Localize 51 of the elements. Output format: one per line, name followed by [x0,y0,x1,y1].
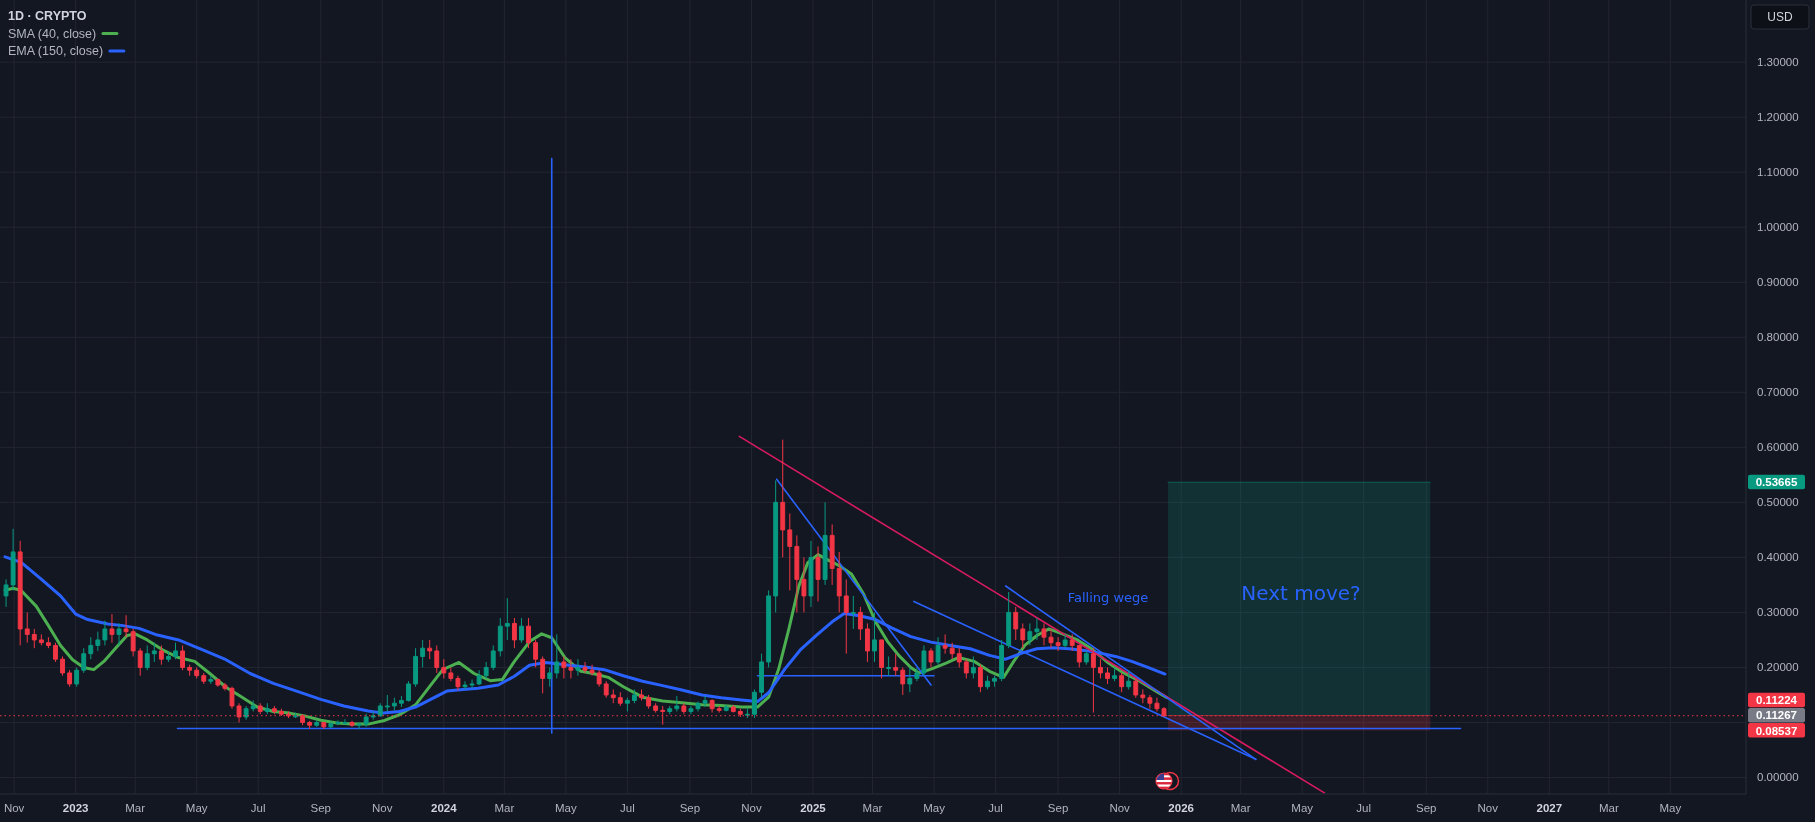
x-tick-label: Nov [1477,802,1499,814]
y-tick-label: 1.30000 [1757,56,1799,69]
x-tick-label: May [923,802,946,814]
x-tick-label: Jul [988,802,1003,814]
y-tick-label: 0.53665 [1755,476,1798,489]
x-tick-label: Mar [125,802,146,814]
x-tick-label: 2027 [1536,802,1563,814]
legend-label: SMA (40, close) [8,26,97,41]
y-tick-label: 1.20000 [1757,111,1799,124]
y-tick-label: 0.80000 [1757,331,1799,344]
y-tick-label: 0.90000 [1757,276,1799,289]
y-tick-label: 0.70000 [1757,386,1799,399]
y-tick-label: 1.00000 [1757,221,1799,234]
x-tick-label: Sep [1047,802,1069,814]
annotation: Next move? [1241,581,1361,605]
x-tick-label: Nov [1109,802,1131,814]
y-tick-label: 0.50000 [1757,496,1799,509]
x-tick-label: Mar [862,802,883,814]
y-tick-label: 0.00000 [1757,771,1799,784]
legend-label: EMA (150, close) [8,44,104,58]
x-tick-label: Sep [310,802,331,814]
x-tick-label: May [1659,802,1682,814]
x-tick-label: 2025 [800,802,827,814]
x-tick-label: Mar [494,802,515,814]
text: 1D · CRYPTO [8,9,87,23]
annotation: Falling wege [1067,589,1149,605]
y-tick-label: 1.10000 [1757,166,1799,179]
x-tick-label: May [554,802,577,814]
x-tick-label: Nov [741,802,762,814]
x-tick-label: Mar [1230,802,1251,814]
x-tick-label: Nov [3,802,25,814]
x-tick-label: 2026 [1168,802,1194,814]
ref-line-label: 0.11224 [1756,694,1798,707]
x-tick-label: Jul [250,802,266,814]
x-tick-label: May [1291,802,1314,814]
y-tick-label: 0.40000 [1757,551,1799,564]
x-tick-label: Mar [1598,802,1619,814]
x-tick-label: Jul [1356,802,1372,814]
x-tick-label: Sep [679,802,701,814]
y-tick-label: 0.60000 [1757,441,1799,454]
y-tick-label: 0.20000 [1757,661,1799,674]
x-tick-label: 2024 [431,802,458,814]
x-tick-label: 2023 [62,802,89,814]
x-tick-label: Sep [1416,802,1437,814]
x-tick-label: May [185,802,208,814]
y-tick-label: 0.11267 [1756,709,1797,722]
y-axis-title: USD [1767,10,1793,24]
x-tick-label: Jul [620,802,635,814]
y-tick-label: 0.08537 [1755,724,1798,737]
x-tick-label: Nov [372,802,393,814]
y-tick-label: 0.30000 [1757,606,1799,619]
